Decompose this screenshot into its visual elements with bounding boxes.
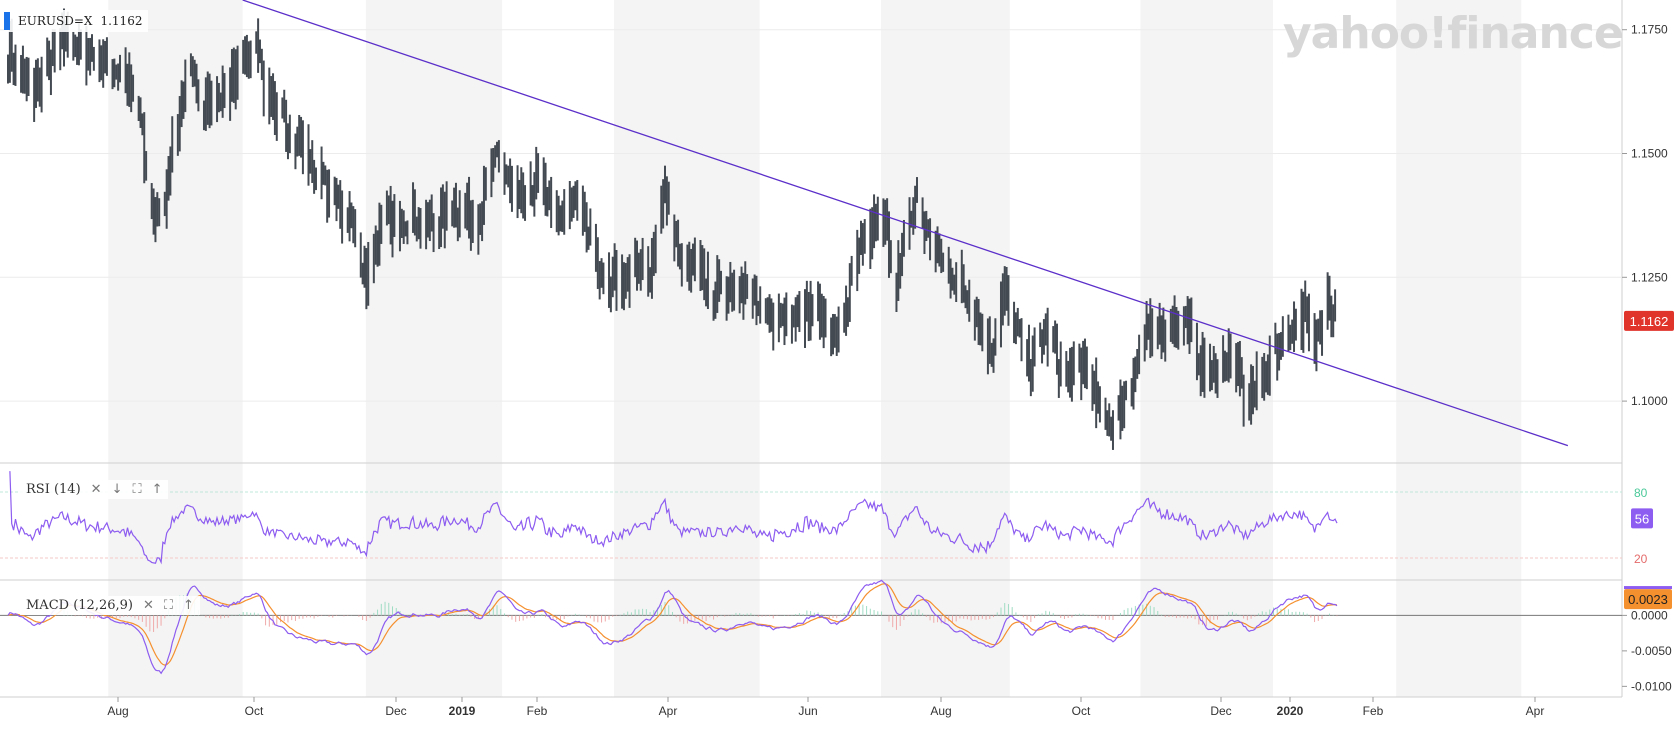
- time-tick-label: Jun: [798, 704, 817, 718]
- time-tick-label: Oct: [245, 704, 264, 718]
- rsi-remove-icon[interactable]: ✕: [90, 482, 102, 497]
- rsi-value-badge-label: 56: [1635, 511, 1649, 526]
- macd-value-badge-label: 0.0023: [1628, 592, 1668, 607]
- macd-study-bar: MACD (12,26,9) ✕ ⛶ ↑: [20, 596, 200, 615]
- price-tick-label: 1.1000: [1631, 394, 1668, 408]
- last-price-badge: [1624, 310, 1674, 331]
- symbol-label: EURUSD=X: [18, 14, 93, 28]
- macd-remove-icon[interactable]: ✕: [142, 598, 154, 613]
- macd-line: [7, 579, 1338, 675]
- period-band: [108, 0, 243, 697]
- macd-tick-label: -0.0050: [1631, 644, 1672, 658]
- time-tick-label: Dec: [1210, 704, 1231, 718]
- price-tick-label: 1.1750: [1631, 23, 1668, 37]
- macd-tick-label: -0.0100: [1631, 679, 1672, 693]
- symbol-last-price: 1.1162: [100, 14, 143, 28]
- series-color-swatch: [4, 12, 10, 30]
- macd-value-badge: [1624, 589, 1672, 610]
- time-tick-label: Apr: [1526, 704, 1545, 718]
- time-tick-label: Feb: [527, 704, 548, 718]
- macd-tick-label: 0.0000: [1631, 608, 1668, 622]
- macd-value-badge-accent: [1624, 586, 1672, 590]
- rsi-study-bar: RSI (14) ✕ ↓ ⛶ ↑: [20, 480, 169, 499]
- period-band: [1396, 0, 1522, 697]
- macd-label: MACD (12,26,9): [26, 598, 133, 613]
- time-tick-label: Oct: [1072, 704, 1091, 718]
- time-tick-label: Feb: [1363, 704, 1384, 718]
- price-tick-label: 1.1250: [1631, 270, 1668, 284]
- rsi-move-up-icon[interactable]: ↑: [151, 482, 163, 497]
- macd-move-up-icon[interactable]: ↑: [182, 598, 194, 613]
- yahoo-finance-watermark: yahoo!finance: [1283, 8, 1624, 59]
- last-price-badge-label: 1.1162: [1630, 314, 1669, 329]
- rsi-line: [9, 471, 1338, 565]
- rsi-lower-tick-label: 20: [1634, 552, 1648, 566]
- period-band: [365, 0, 503, 697]
- trendline: [242, 0, 1569, 447]
- time-tick-label: 2020: [1277, 704, 1304, 718]
- time-tick-label: Aug: [930, 704, 951, 718]
- time-tick-label: 2019: [449, 704, 476, 718]
- price-tick-label: 1.1500: [1631, 147, 1668, 161]
- period-band: [614, 0, 760, 697]
- rsi-move-down-icon[interactable]: ↓: [111, 482, 123, 497]
- rsi-expand-icon[interactable]: ⛶: [132, 482, 142, 497]
- time-tick-label: Dec: [385, 704, 406, 718]
- rsi-label: RSI (14): [26, 482, 81, 497]
- rsi-value-badge: [1631, 508, 1653, 529]
- rsi-upper-tick-label: 80: [1634, 486, 1648, 500]
- time-tick-label: Aug: [107, 704, 128, 718]
- macd-expand-icon[interactable]: ⛶: [163, 598, 173, 613]
- time-tick-label: Apr: [659, 704, 678, 718]
- symbol-legend[interactable]: EURUSD=X 1.1162: [4, 10, 149, 32]
